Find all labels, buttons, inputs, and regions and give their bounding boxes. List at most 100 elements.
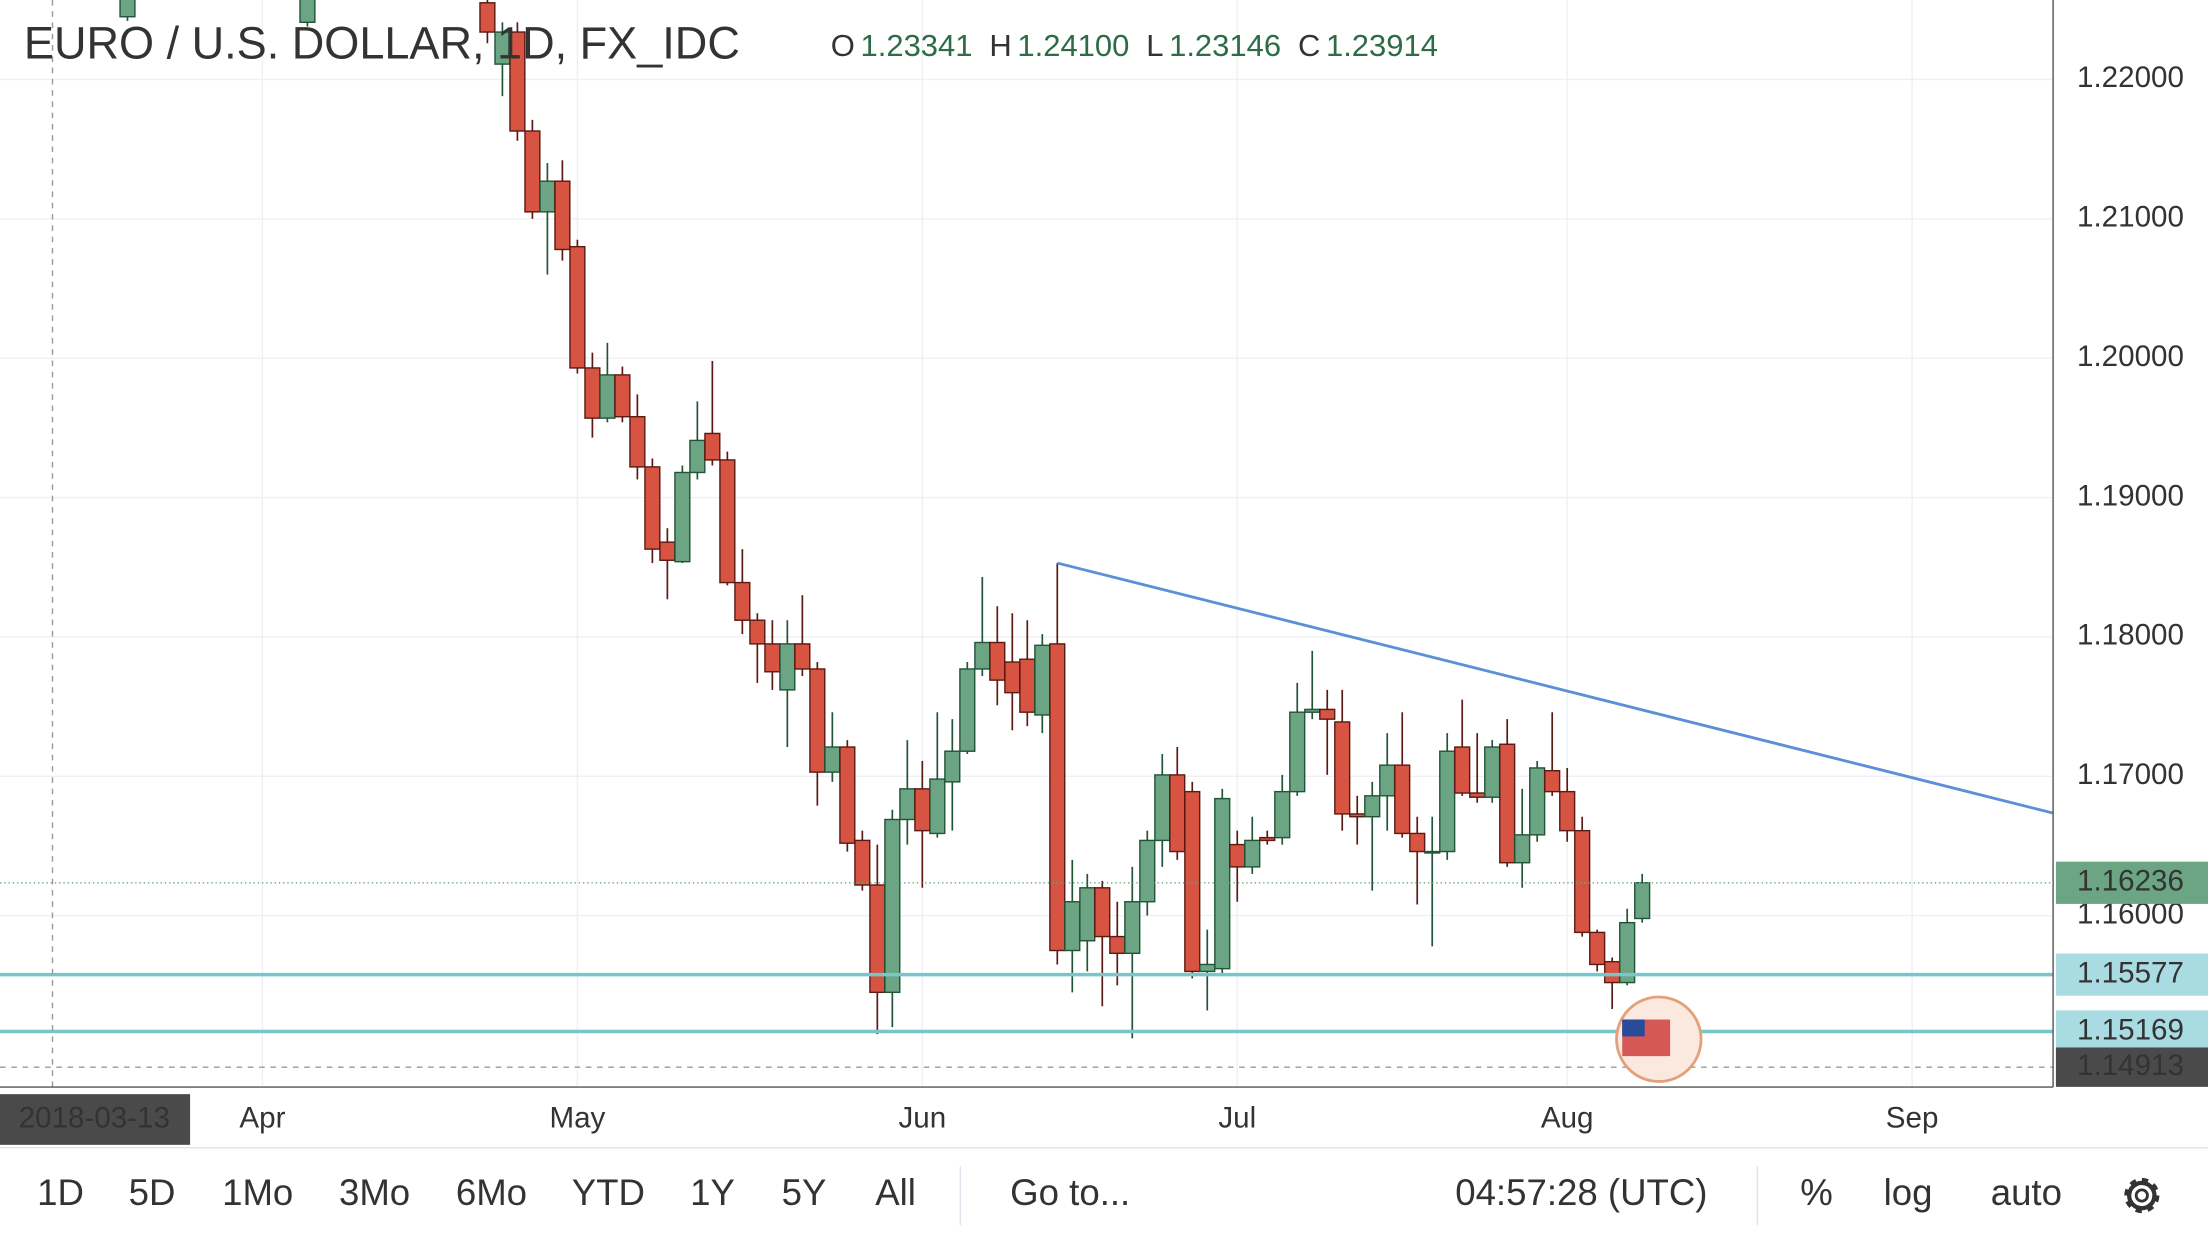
candle [1559,767,1576,842]
candle [839,740,856,852]
range-button[interactable]: 1Y [690,1172,735,1213]
candle [1619,908,1636,986]
candle-body [884,818,901,994]
range-button[interactable]: 1D [37,1172,84,1213]
candle-body [584,367,601,419]
candle [569,239,586,374]
candle-body [1199,963,1216,973]
candle [1409,816,1426,905]
candle-body [1139,839,1156,903]
candle [1229,830,1246,902]
candle [734,549,751,635]
candle-body [1349,813,1366,818]
last-price-label: 1.16236 [2077,865,2184,898]
candle [704,360,721,466]
candle [719,451,736,586]
candle [1124,866,1141,1039]
candle-body [1424,850,1441,854]
candle-body [809,668,826,773]
range-button[interactable]: 6Mo [456,1172,527,1213]
candle-body [1094,887,1111,938]
candle [884,809,901,1028]
candle [1574,816,1591,937]
candle-body [734,581,751,621]
scale-option[interactable]: % [1800,1172,1833,1213]
candle-body [479,2,496,33]
ohlc-readout: O 1.23341 H 1.24100 L 1.23146 C 1.23914 [831,28,1438,63]
candle [959,662,976,755]
goto-button[interactable]: Go to... [1010,1172,1130,1213]
overlay: EURO / U.S. DOLLAR, 1D, FX_IDC O 1.23341 H 1… [0,0,2054,1088]
candle [599,342,616,423]
candle [1004,613,1021,731]
range-button[interactable]: 1Mo [222,1172,293,1213]
range-button[interactable]: 3Mo [339,1172,410,1213]
candle-body [1244,839,1261,868]
candle [1139,830,1156,916]
candle-body [614,374,631,418]
candle-body [554,180,571,251]
scale-option[interactable]: auto [1991,1172,2062,1213]
candle [1214,788,1231,975]
candle [1094,880,1111,1007]
candle [644,458,661,564]
plot-area [0,0,2054,1039]
range-button[interactable]: 5Y [782,1172,827,1213]
candle-body [1184,790,1201,973]
x-tick-label: May [549,1101,605,1134]
x-tick-label: Apr [239,1101,285,1134]
candle-body [824,746,841,773]
candle-body [1154,774,1171,842]
crosshair-price-label: 1.14913 [2077,1049,2184,1082]
scale-option[interactable]: log [1884,1172,1933,1213]
candle-body [119,0,136,18]
candle [809,662,826,806]
y-tick-label: 1.17000 [2077,758,2184,791]
candle-body [1004,661,1021,694]
candle-body [1064,901,1081,952]
event-icon[interactable] [1615,995,1703,1083]
candle-body [1454,746,1471,794]
candle-body [944,750,961,783]
ohlc-value: 1.23146 [1169,28,1281,63]
candle-body [1409,832,1426,853]
candle [1589,929,1606,972]
candle-body [1019,658,1036,713]
candle [1529,760,1546,842]
candle-body [974,641,991,670]
candle [1319,689,1336,775]
range-button[interactable]: All [875,1172,916,1213]
toolbar: 1D 5D 1Mo 3Mo 6Mo YTD 1Y 5Y All Go to... 04:57:28 … [37,1172,2062,1213]
candle-body [1589,931,1606,966]
candle-body [1529,767,1546,836]
candle-body [524,130,541,213]
candle [659,528,676,600]
range-button[interactable]: 5D [129,1172,176,1213]
candle [1544,712,1561,796]
candle-body [929,778,946,835]
settings-icon[interactable] [2124,1177,2160,1214]
candle-body [719,459,736,584]
trendline [1056,561,2054,815]
candle-body [1034,644,1051,716]
candle [944,719,961,831]
clock[interactable]: 04:57:28 (UTC) [1455,1172,1707,1213]
candle-body [1469,792,1486,798]
range-button[interactable]: YTD [572,1172,645,1213]
candle-body [1214,797,1231,970]
ohlc-value: 1.24100 [1017,28,1129,63]
candle-body [569,245,586,369]
candle [1424,816,1441,947]
candle-body [1229,843,1246,868]
ohlc-key: L [1146,28,1163,63]
candle-body [1379,764,1396,797]
candle-body [1079,887,1096,942]
x-tick-label: Sep [1886,1101,1939,1134]
ohlc-key: C [1298,28,1320,63]
x-tick-label: Jun [898,1101,946,1134]
candle-body [1304,708,1321,713]
candle-body [599,374,616,419]
ohlc-value: 1.23341 [861,28,973,63]
price-tag-label: 1.15169 [2077,1013,2184,1046]
